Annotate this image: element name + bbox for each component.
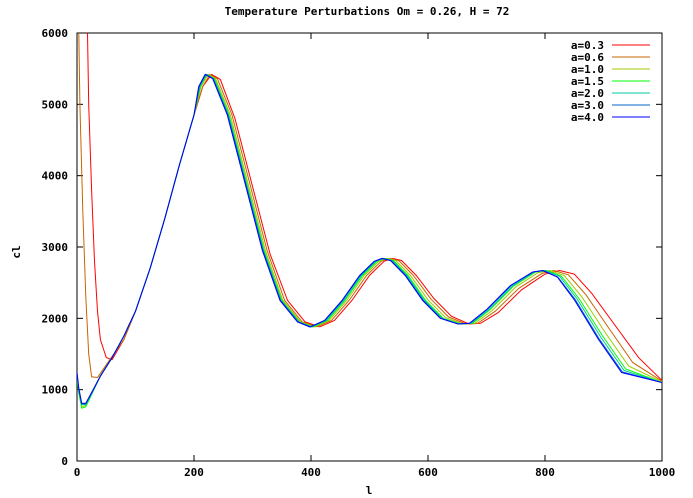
chart-title: Temperature Perturbations Om = 0.26, H =…	[225, 5, 510, 18]
x-tick-label: 800	[535, 466, 555, 479]
series-line-a-1-0	[77, 73, 662, 408]
legend-label: a=1.5	[571, 75, 604, 88]
axis-ticks: 0 200 400 600 800 1000 0 1000 2000 3000 4000 5000 60…	[42, 27, 676, 479]
y-tick-label: 5000	[42, 98, 69, 111]
y-tick-label: 6000	[42, 27, 69, 40]
x-tick-label: 1000	[649, 466, 676, 479]
y-tick-label: 4000	[42, 170, 69, 183]
legend-label: a=3.0	[571, 99, 604, 112]
legend-label: a=4.0	[571, 111, 604, 124]
x-tick-label: 0	[74, 466, 81, 479]
legend-label: a=0.3	[571, 39, 604, 52]
series-lines	[77, 33, 662, 409]
legend-label: a=2.0	[571, 87, 604, 100]
y-tick-label: 0	[61, 455, 68, 468]
x-tick-label: 400	[301, 466, 321, 479]
y-tick-label: 1000	[42, 384, 69, 397]
legend: a=0.3a=0.6a=1.0a=1.5a=2.0a=3.0a=4.0	[571, 39, 650, 124]
y-axis-label: cl	[10, 245, 23, 258]
series-line-a-0-6	[78, 33, 662, 382]
y-tick-label: 2000	[42, 312, 69, 325]
legend-label: a=1.0	[571, 63, 604, 76]
x-tick-label: 200	[184, 466, 204, 479]
series-line-a-0-3	[87, 33, 662, 381]
series-line-a-1-5	[77, 73, 662, 409]
y-tick-label: 3000	[42, 241, 69, 254]
x-axis-label: l	[366, 484, 373, 497]
series-line-a-4-0	[77, 73, 662, 404]
legend-label: a=0.6	[571, 51, 604, 64]
x-tick-label: 600	[418, 466, 438, 479]
